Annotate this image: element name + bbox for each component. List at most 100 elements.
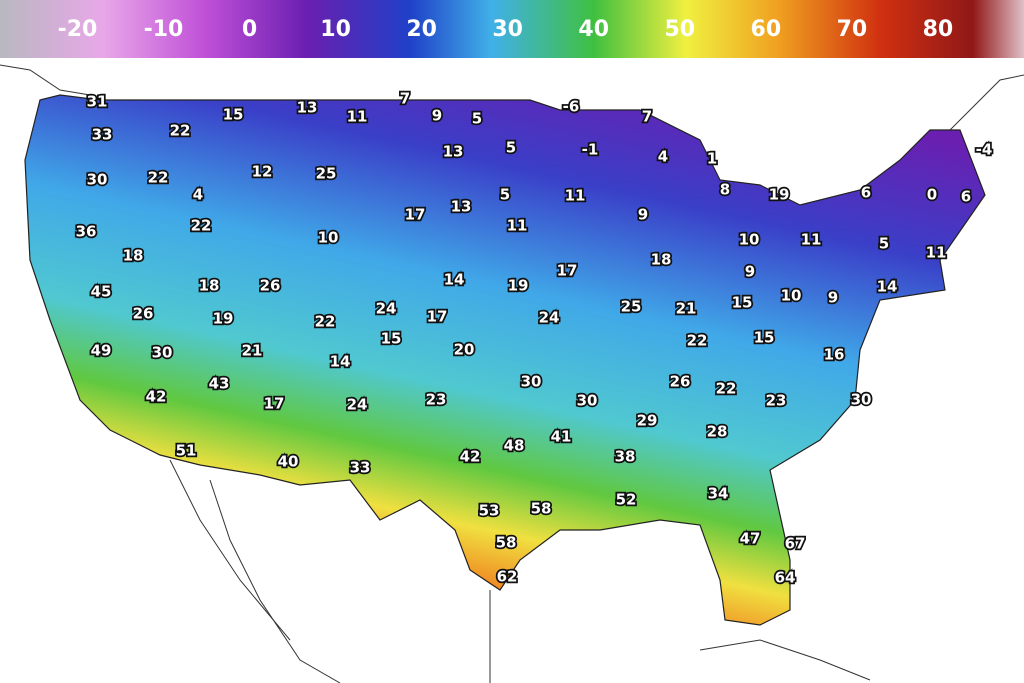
- temperature-label: 21: [242, 342, 263, 360]
- temperature-label: 5: [472, 110, 482, 128]
- temperature-label: 11: [507, 217, 528, 235]
- temperature-label: 15: [223, 106, 244, 124]
- temperature-label: 26: [133, 305, 154, 323]
- temperature-label: 64: [775, 569, 796, 587]
- temperature-label: 9: [828, 289, 838, 307]
- temperature-label: 26: [260, 277, 281, 295]
- temperature-label: 33: [92, 126, 113, 144]
- temperature-label: 14: [444, 271, 465, 289]
- temperature-label: 18: [651, 251, 672, 269]
- temperature-label: 48: [504, 437, 525, 455]
- temperature-label: 67: [785, 535, 806, 553]
- temperature-label: 53: [479, 502, 500, 520]
- temperature-label: 15: [381, 330, 402, 348]
- temperature-label: 13: [297, 99, 318, 117]
- temperature-label: 6: [961, 188, 971, 206]
- temperature-label: 30: [152, 344, 173, 362]
- temperature-label: 49: [91, 342, 112, 360]
- color-bar-tick-label: 0: [242, 17, 257, 42]
- temperature-label: 20: [454, 341, 475, 359]
- temperature-label: 11: [565, 187, 586, 205]
- temperature-label: 19: [213, 310, 234, 328]
- temperature-label: 17: [427, 308, 448, 326]
- temperature-label: 36: [76, 223, 97, 241]
- temperature-label: 29: [637, 412, 658, 430]
- temperature-label: 18: [123, 247, 144, 265]
- temperature-label: -1: [582, 141, 599, 159]
- color-bar-tick-label: 20: [406, 17, 437, 42]
- temperature-label: 58: [496, 534, 517, 552]
- temperature-label: -6: [563, 98, 580, 116]
- temperature-label: 19: [769, 186, 790, 204]
- temperature-label: 51: [176, 442, 197, 460]
- temperature-label: 6: [861, 184, 871, 202]
- temperature-label: 30: [577, 392, 598, 410]
- temperature-label: 12: [252, 163, 273, 181]
- temperature-label: 30: [87, 171, 108, 189]
- temperature-label: 18: [199, 277, 220, 295]
- temperature-label: 14: [330, 353, 351, 371]
- temperature-label: 11: [926, 244, 947, 262]
- color-bar-tick-label: -20: [58, 17, 98, 42]
- temperature-label: 9: [638, 206, 648, 224]
- temperature-label: 14: [877, 278, 898, 296]
- temperature-label: 1: [707, 150, 717, 168]
- color-bar-tick-label: 60: [751, 17, 782, 42]
- temperature-label: 7: [642, 108, 652, 126]
- temperature-label: 13: [443, 143, 464, 161]
- temperature-label: 10: [318, 229, 339, 247]
- color-bar-tick-label: 30: [492, 17, 523, 42]
- temperature-label: 40: [278, 453, 299, 471]
- temperature-label: 13: [451, 198, 472, 216]
- temperature-label: 15: [754, 329, 775, 347]
- color-bar-tick-label: 70: [837, 17, 868, 42]
- temperature-label: 24: [347, 396, 368, 414]
- temperature-label: 52: [616, 491, 637, 509]
- temperature-label: 17: [557, 262, 578, 280]
- temperature-label: 41: [551, 428, 572, 446]
- temperature-label: 5: [879, 235, 889, 253]
- temperature-label: 10: [781, 287, 802, 305]
- temperature-label: 26: [670, 373, 691, 391]
- color-bar-tick-label: 80: [923, 17, 954, 42]
- temperature-label: 23: [766, 392, 787, 410]
- temperature-label: 47: [740, 530, 761, 548]
- temperature-label: 9: [432, 107, 442, 125]
- color-bar-tick-label: -10: [144, 17, 184, 42]
- temperature-label: 22: [315, 313, 336, 331]
- temperature-label: 30: [851, 391, 872, 409]
- temperature-label: 17: [405, 206, 426, 224]
- temperature-label: 4: [193, 186, 203, 204]
- temperature-label: 5: [500, 186, 510, 204]
- temperature-label: 11: [801, 231, 822, 249]
- temperature-label: 22: [148, 169, 169, 187]
- temperature-label: 38: [615, 448, 636, 466]
- color-bar-tick-label: 50: [664, 17, 695, 42]
- temperature-label: 21: [676, 300, 697, 318]
- color-bar-tick-label: 10: [320, 17, 351, 42]
- temperature-label: 5: [506, 139, 516, 157]
- temperature-label: 34: [708, 485, 729, 503]
- temperature-label: 33: [350, 459, 371, 477]
- temperature-label: 15: [732, 294, 753, 312]
- temperature-label: 42: [460, 448, 481, 466]
- temperature-label: 22: [170, 122, 191, 140]
- temperature-label: 43: [209, 375, 230, 393]
- temperature-label: 24: [539, 309, 560, 327]
- temperature-label: 28: [707, 423, 728, 441]
- temperature-label: 9: [745, 263, 755, 281]
- temperature-label: 58: [531, 500, 552, 518]
- color-bar-ticks: -20 -10 0 10 20 30 40 50 60 70 80: [58, 17, 954, 42]
- temperature-label: 62: [497, 568, 518, 586]
- temperature-label: 24: [376, 300, 397, 318]
- temperature-label: 31: [87, 93, 108, 111]
- temperature-label: 8: [720, 181, 730, 199]
- color-bar: [0, 0, 1024, 58]
- temperature-label: 10: [739, 231, 760, 249]
- temperature-label: 7: [400, 90, 410, 108]
- temperature-label: -4: [976, 141, 993, 159]
- temperature-label: 16: [824, 346, 845, 364]
- temperature-label: 17: [264, 395, 285, 413]
- temperature-label: 42: [146, 388, 167, 406]
